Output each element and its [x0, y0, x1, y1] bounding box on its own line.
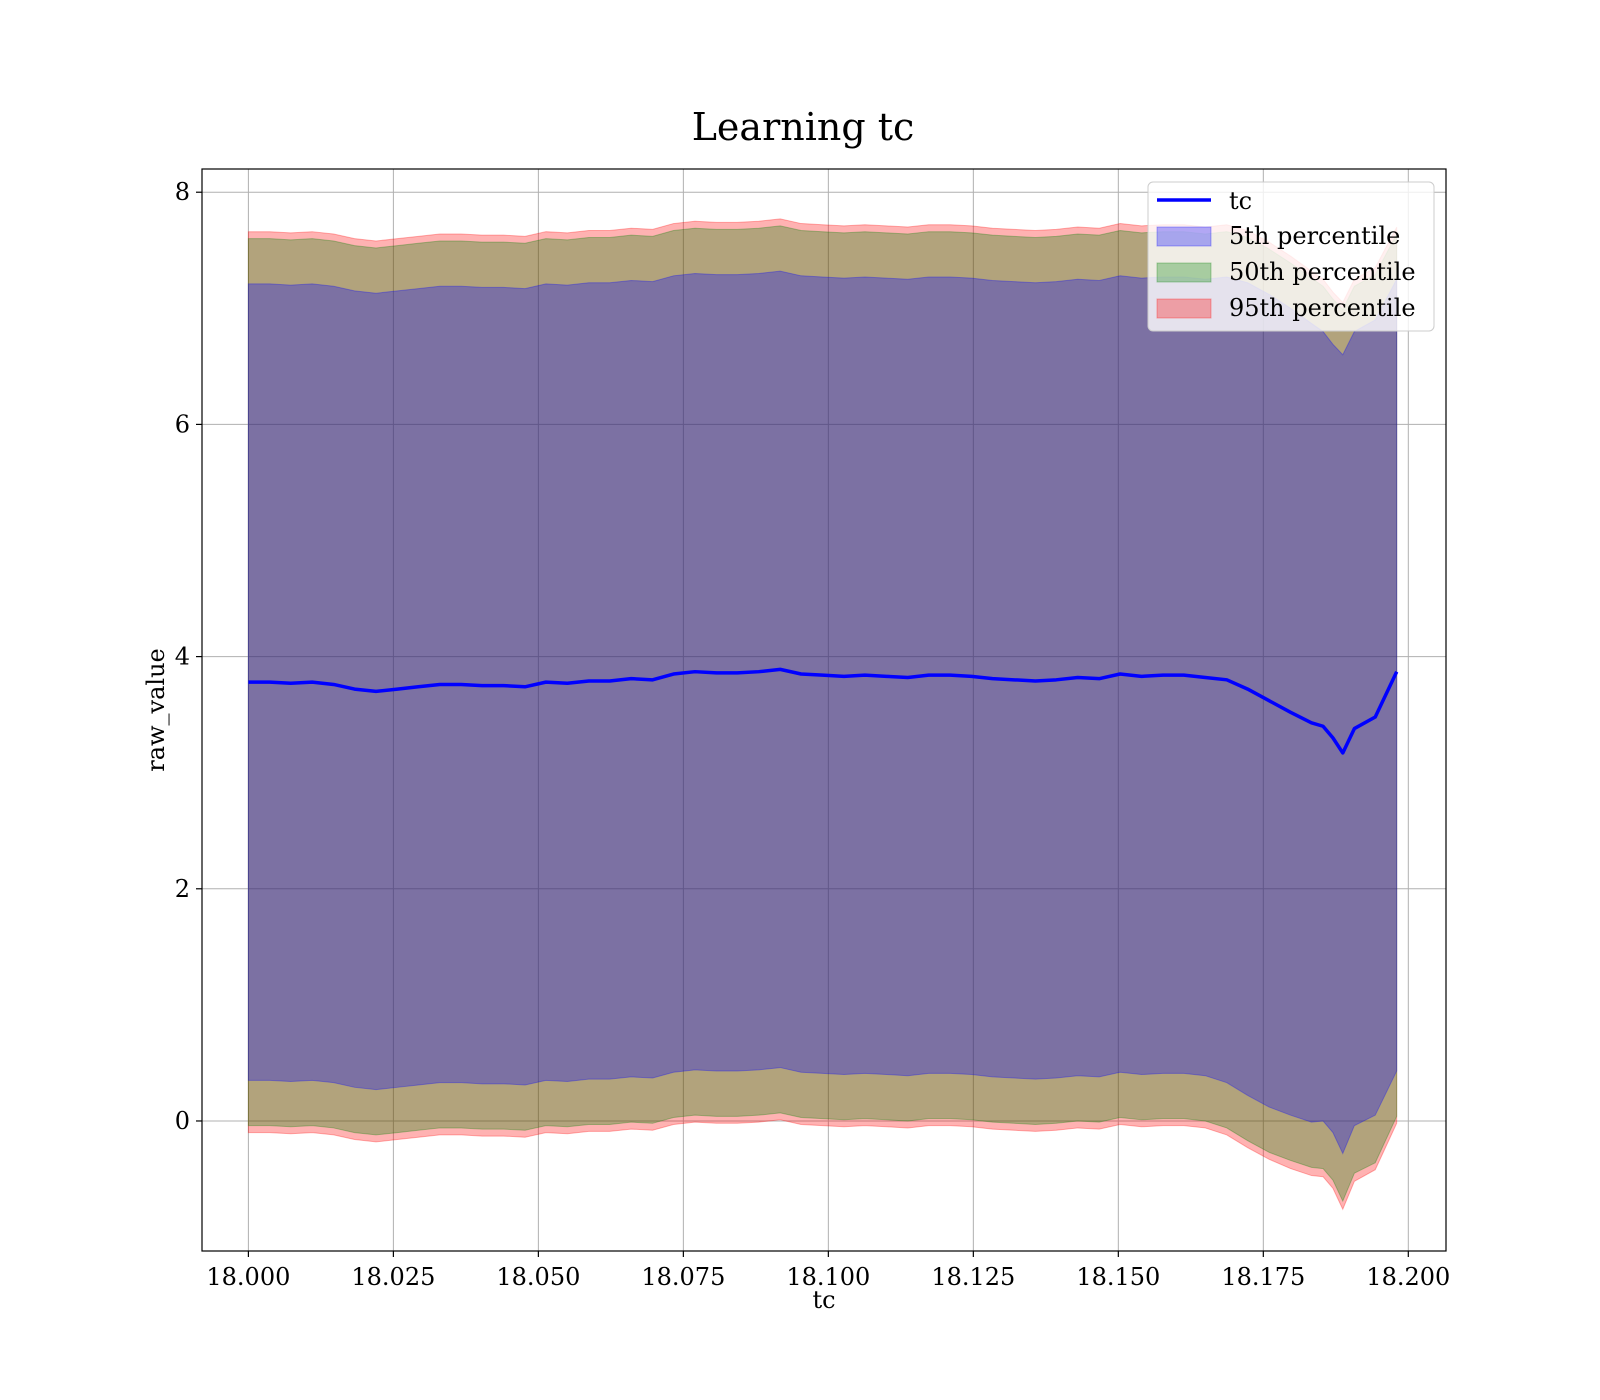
legend-label-tc: tc — [1229, 187, 1252, 215]
legend-label-5th: 5th percentile — [1229, 222, 1400, 250]
chart-title: Learning tc — [692, 105, 915, 149]
line-layer — [248, 667, 1399, 755]
y-axis-label: raw_value — [142, 648, 170, 772]
y-tick-label: 0 — [175, 1107, 190, 1135]
x-tick-label: 18.000 — [206, 1263, 290, 1291]
band-5th-percentile — [247, 270, 1398, 1155]
y-tick-label: 2 — [175, 875, 190, 903]
x-tick-label: 18.175 — [1221, 1263, 1305, 1291]
plot-frame — [201, 168, 1447, 1252]
legend-swatch-5th — [1156, 226, 1212, 247]
legend-label-95th: 95th percentile — [1229, 294, 1416, 322]
legend-swatch-95th — [1156, 298, 1212, 319]
legend-frame — [1147, 181, 1435, 332]
x-tick-label: 18.150 — [1076, 1263, 1160, 1291]
band-layer — [247, 218, 1398, 1211]
band-95th-percentile — [247, 218, 1398, 1211]
y-tick-label: 8 — [175, 178, 190, 206]
x-tick-label: 18.075 — [641, 1263, 725, 1291]
x-tick-label: 18.050 — [496, 1263, 580, 1291]
x-axis-ticks: 18.000 18.025 18.050 18.075 18.100 18.125 18.1… — [206, 1251, 1450, 1291]
series-line-tc — [248, 667, 1399, 755]
x-axis-label: tc — [812, 1286, 835, 1314]
x-tick-label: 18.025 — [351, 1263, 435, 1291]
band-50th-percentile — [247, 225, 1398, 1203]
x-tick-label: 18.200 — [1366, 1263, 1450, 1291]
y-tick-label: 4 — [175, 643, 190, 671]
y-tick-label: 6 — [175, 410, 190, 438]
x-tick-label: 18.100 — [786, 1263, 870, 1291]
legend-swatch-50th — [1156, 262, 1212, 283]
legend: tc 5th percentile 50th percentile 95th p… — [1147, 181, 1435, 332]
y-axis-ticks: 0 2 4 6 8 — [175, 178, 202, 1135]
legend-label-50th: 50th percentile — [1229, 258, 1416, 286]
x-tick-label: 18.125 — [931, 1263, 1015, 1291]
